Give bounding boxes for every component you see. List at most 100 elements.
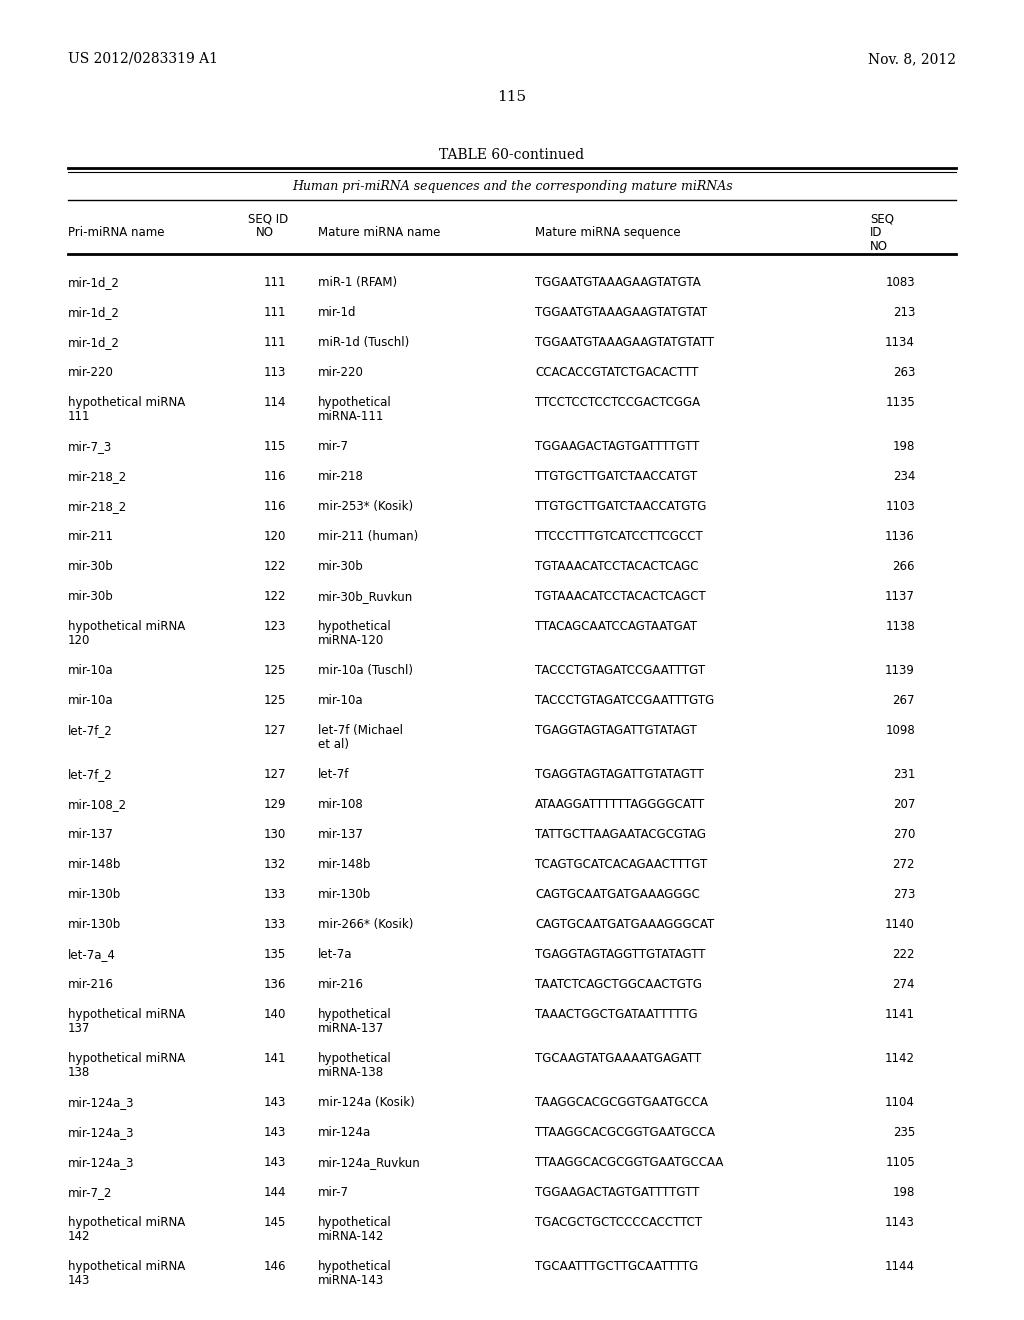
Text: hypothetical: hypothetical bbox=[318, 396, 392, 409]
Text: mir-137: mir-137 bbox=[318, 828, 364, 841]
Text: hypothetical: hypothetical bbox=[318, 620, 392, 634]
Text: mir-7_2: mir-7_2 bbox=[68, 1185, 113, 1199]
Text: TGAGGTAGTAGGTTGTATAGTT: TGAGGTAGTAGGTTGTATAGTT bbox=[535, 948, 706, 961]
Text: TTACAGCAATCCAGTAATGAT: TTACAGCAATCCAGTAATGAT bbox=[535, 620, 697, 634]
Text: TGACGCTGCTCCCCACCTTCT: TGACGCTGCTCCCCACCTTCT bbox=[535, 1216, 702, 1229]
Text: 114: 114 bbox=[263, 396, 286, 409]
Text: TTCCTCCTCCTCCGACTCGGA: TTCCTCCTCCTCCGACTCGGA bbox=[535, 396, 700, 409]
Text: hypothetical: hypothetical bbox=[318, 1261, 392, 1272]
Text: 127: 127 bbox=[263, 723, 286, 737]
Text: mir-148b: mir-148b bbox=[318, 858, 372, 871]
Text: 125: 125 bbox=[263, 664, 286, 677]
Text: 266: 266 bbox=[893, 560, 915, 573]
Text: mir-124a_3: mir-124a_3 bbox=[68, 1156, 134, 1170]
Text: mir-218_2: mir-218_2 bbox=[68, 500, 127, 513]
Text: 234: 234 bbox=[893, 470, 915, 483]
Text: 125: 125 bbox=[263, 694, 286, 708]
Text: TACCCTGTAGATCCGAATTTGT: TACCCTGTAGATCCGAATTTGT bbox=[535, 664, 706, 677]
Text: 140: 140 bbox=[263, 1008, 286, 1020]
Text: 113: 113 bbox=[263, 366, 286, 379]
Text: mir-130b: mir-130b bbox=[318, 888, 372, 902]
Text: 1134: 1134 bbox=[885, 337, 915, 348]
Text: hypothetical miRNA: hypothetical miRNA bbox=[68, 1261, 185, 1272]
Text: mir-7_3: mir-7_3 bbox=[68, 440, 113, 453]
Text: mir-30b: mir-30b bbox=[68, 590, 114, 603]
Text: 111: 111 bbox=[263, 337, 286, 348]
Text: 263: 263 bbox=[893, 366, 915, 379]
Text: SEQ ID: SEQ ID bbox=[248, 213, 288, 224]
Text: 111: 111 bbox=[263, 306, 286, 319]
Text: Mature miRNA sequence: Mature miRNA sequence bbox=[535, 226, 681, 239]
Text: NO: NO bbox=[256, 226, 274, 239]
Text: 111: 111 bbox=[68, 411, 90, 422]
Text: 1142: 1142 bbox=[885, 1052, 915, 1065]
Text: 122: 122 bbox=[263, 590, 286, 603]
Text: 1139: 1139 bbox=[885, 664, 915, 677]
Text: 122: 122 bbox=[263, 560, 286, 573]
Text: 270: 270 bbox=[893, 828, 915, 841]
Text: mir-137: mir-137 bbox=[68, 828, 114, 841]
Text: 235: 235 bbox=[893, 1126, 915, 1139]
Text: mir-220: mir-220 bbox=[68, 366, 114, 379]
Text: let-7f_2: let-7f_2 bbox=[68, 723, 113, 737]
Text: 115: 115 bbox=[263, 440, 286, 453]
Text: let-7a: let-7a bbox=[318, 948, 352, 961]
Text: mir-30b_Ruvkun: mir-30b_Ruvkun bbox=[318, 590, 414, 603]
Text: miRNA-137: miRNA-137 bbox=[318, 1022, 384, 1035]
Text: TTCCCTTTGTCATCCTTCGCCT: TTCCCTTTGTCATCCTTCGCCT bbox=[535, 531, 702, 543]
Text: 1103: 1103 bbox=[886, 500, 915, 513]
Text: mir-124a (Kosik): mir-124a (Kosik) bbox=[318, 1096, 415, 1109]
Text: Nov. 8, 2012: Nov. 8, 2012 bbox=[868, 51, 956, 66]
Text: mir-216: mir-216 bbox=[68, 978, 114, 991]
Text: mir-148b: mir-148b bbox=[68, 858, 122, 871]
Text: mir-124a_Ruvkun: mir-124a_Ruvkun bbox=[318, 1156, 421, 1170]
Text: TAAGGCACGCGGTGAATGCCA: TAAGGCACGCGGTGAATGCCA bbox=[535, 1096, 708, 1109]
Text: NO: NO bbox=[870, 240, 888, 253]
Text: 1143: 1143 bbox=[885, 1216, 915, 1229]
Text: TACCCTGTAGATCCGAATTTGTG: TACCCTGTAGATCCGAATTTGTG bbox=[535, 694, 715, 708]
Text: ID: ID bbox=[870, 226, 883, 239]
Text: miRNA-120: miRNA-120 bbox=[318, 634, 384, 647]
Text: TABLE 60-continued: TABLE 60-continued bbox=[439, 148, 585, 162]
Text: 133: 133 bbox=[264, 888, 286, 902]
Text: TGAGGTAGTAGATTGTATAGTT: TGAGGTAGTAGATTGTATAGTT bbox=[535, 768, 703, 781]
Text: SEQ: SEQ bbox=[870, 213, 894, 224]
Text: 1144: 1144 bbox=[885, 1261, 915, 1272]
Text: mir-211: mir-211 bbox=[68, 531, 114, 543]
Text: hypothetical miRNA: hypothetical miRNA bbox=[68, 396, 185, 409]
Text: mir-30b: mir-30b bbox=[68, 560, 114, 573]
Text: 1105: 1105 bbox=[886, 1156, 915, 1170]
Text: Human pri-miRNA sequences and the corresponding mature miRNAs: Human pri-miRNA sequences and the corres… bbox=[292, 180, 732, 193]
Text: 120: 120 bbox=[68, 634, 90, 647]
Text: mir-124a_3: mir-124a_3 bbox=[68, 1126, 134, 1139]
Text: miRNA-111: miRNA-111 bbox=[318, 411, 384, 422]
Text: miRNA-143: miRNA-143 bbox=[318, 1274, 384, 1287]
Text: mir-218: mir-218 bbox=[318, 470, 364, 483]
Text: 1140: 1140 bbox=[885, 917, 915, 931]
Text: 120: 120 bbox=[263, 531, 286, 543]
Text: mir-130b: mir-130b bbox=[68, 917, 121, 931]
Text: mir-124a_3: mir-124a_3 bbox=[68, 1096, 134, 1109]
Text: mir-266* (Kosik): mir-266* (Kosik) bbox=[318, 917, 414, 931]
Text: miRNA-142: miRNA-142 bbox=[318, 1230, 384, 1243]
Text: 198: 198 bbox=[893, 440, 915, 453]
Text: hypothetical: hypothetical bbox=[318, 1052, 392, 1065]
Text: Pri-miRNA name: Pri-miRNA name bbox=[68, 226, 165, 239]
Text: 1138: 1138 bbox=[886, 620, 915, 634]
Text: hypothetical miRNA: hypothetical miRNA bbox=[68, 1008, 185, 1020]
Text: mir-220: mir-220 bbox=[318, 366, 364, 379]
Text: 127: 127 bbox=[263, 768, 286, 781]
Text: hypothetical miRNA: hypothetical miRNA bbox=[68, 1052, 185, 1065]
Text: TTAAGGCACGCGGTGAATGCCA: TTAAGGCACGCGGTGAATGCCA bbox=[535, 1126, 715, 1139]
Text: mir-253* (Kosik): mir-253* (Kosik) bbox=[318, 500, 413, 513]
Text: ATAAGGATTTTTTAGGGGCATT: ATAAGGATTTTTTAGGGGCATT bbox=[535, 799, 706, 810]
Text: Mature miRNA name: Mature miRNA name bbox=[318, 226, 440, 239]
Text: 138: 138 bbox=[68, 1067, 90, 1078]
Text: 1135: 1135 bbox=[886, 396, 915, 409]
Text: mir-10a: mir-10a bbox=[318, 694, 364, 708]
Text: mir-1d: mir-1d bbox=[318, 306, 356, 319]
Text: TGTAAACATCCTACACTCAGCT: TGTAAACATCCTACACTCAGCT bbox=[535, 590, 706, 603]
Text: mir-7: mir-7 bbox=[318, 440, 349, 453]
Text: mir-211 (human): mir-211 (human) bbox=[318, 531, 418, 543]
Text: 273: 273 bbox=[893, 888, 915, 902]
